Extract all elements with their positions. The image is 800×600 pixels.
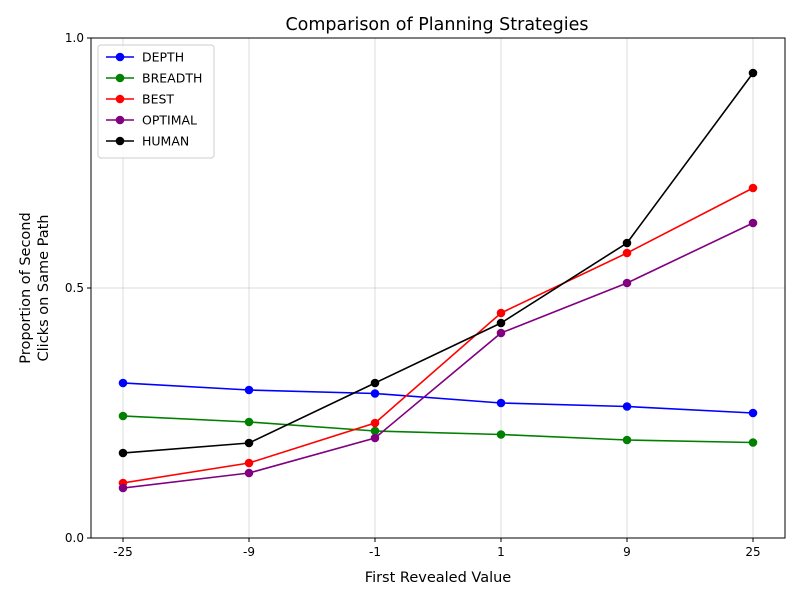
series-breadth <box>118 411 758 447</box>
legend-item-optimal: OPTIMAL <box>106 113 197 128</box>
legend-item-human: HUMAN <box>106 134 189 149</box>
data-point-optimal <box>748 218 758 228</box>
data-point-breadth <box>496 430 506 439</box>
axis-ticks: -25 -9 -1 1 9 25 0.0 0.5 1.0 <box>65 31 761 559</box>
y-axis-label-line-2: Clicks on Same Path <box>36 215 52 362</box>
legend-item-best: BEST <box>106 92 174 107</box>
legend-label-breadth: BREADTH <box>142 71 202 86</box>
y-axis-label-line-1: Proportion of Second <box>18 212 34 363</box>
data-point-best <box>244 458 254 468</box>
y-tick-label: 0.0 <box>65 531 84 545</box>
data-point-depth <box>748 408 758 418</box>
data-point-depth <box>244 385 254 395</box>
legend-marker-breadth <box>115 73 125 83</box>
data-point-human <box>370 378 380 388</box>
data-point-best <box>748 183 758 193</box>
data-point-depth <box>622 402 632 411</box>
x-tick-label: 9 <box>623 545 631 559</box>
data-point-optimal <box>244 468 254 478</box>
series-line-human <box>122 72 754 454</box>
legend-label-depth: DEPTH <box>142 50 184 65</box>
data-point-optimal <box>622 278 632 288</box>
series-line-optimal <box>122 222 754 489</box>
legend-label-best: BEST <box>142 92 174 107</box>
data-point-human <box>622 238 632 248</box>
series-lines <box>118 68 758 493</box>
legend-label-human: HUMAN <box>142 134 189 149</box>
y-tick-label: 0.5 <box>65 281 84 295</box>
data-point-breadth <box>370 426 380 436</box>
x-tick-label: -1 <box>369 545 381 559</box>
data-point-optimal <box>370 433 380 443</box>
legend-item-breadth: BREADTH <box>106 71 202 86</box>
series-optimal <box>118 218 758 493</box>
data-point-optimal <box>496 328 506 338</box>
x-axis-label: First Revealed Value <box>365 570 512 586</box>
data-point-best <box>370 418 380 428</box>
x-tick-label: -25 <box>113 545 133 559</box>
legend-label-optimal: OPTIMAL <box>142 113 197 128</box>
series-line-breadth <box>122 415 754 444</box>
data-point-breadth <box>244 417 254 427</box>
data-point-depth <box>496 398 506 408</box>
series-line-best <box>122 187 754 484</box>
x-tick-label: 1 <box>497 545 505 559</box>
data-point-depth <box>118 378 128 388</box>
x-tick-label: -9 <box>243 545 255 559</box>
legend: DEPTH BREADTH BEST OPTIMAL HUMAN <box>97 44 215 159</box>
data-point-breadth <box>622 435 632 445</box>
legend-marker-optimal <box>115 115 125 125</box>
legend-box <box>97 44 215 159</box>
series-depth <box>118 378 758 418</box>
legend-item-depth: DEPTH <box>106 50 184 65</box>
data-point-optimal <box>118 483 128 493</box>
legend-marker-depth <box>115 52 125 62</box>
data-point-depth <box>370 389 380 398</box>
legend-marker-best <box>115 94 125 104</box>
series-human <box>118 68 758 458</box>
data-point-human <box>748 68 758 78</box>
data-point-human <box>496 318 506 328</box>
data-point-human <box>118 448 128 458</box>
legend-marker-human <box>115 136 125 146</box>
y-tick-label: 1.0 <box>65 31 84 45</box>
data-point-best <box>496 308 506 318</box>
series-line-depth <box>122 382 754 414</box>
series-best <box>118 183 758 488</box>
data-point-breadth <box>118 411 128 421</box>
data-point-best <box>622 248 632 258</box>
data-point-human <box>244 438 254 448</box>
chart-title: Comparison of Planning Strategies <box>285 15 588 35</box>
y-axis-label: Proportion of Second Clicks on Same Path <box>18 212 52 363</box>
x-tick-label: 25 <box>745 545 760 559</box>
data-point-breadth <box>748 438 758 447</box>
